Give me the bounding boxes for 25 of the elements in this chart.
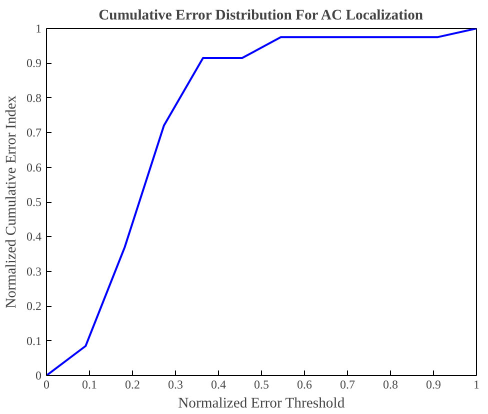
x-tick-label: 0.1: [82, 378, 97, 392]
line-series: [46, 28, 476, 376]
y-tick-label: 1: [36, 22, 42, 36]
x-tick-label: 0.8: [383, 378, 398, 392]
x-tick-label: 0.5: [254, 378, 269, 392]
x-tick-label: 0.7: [340, 378, 355, 392]
x-tick-label: 0.4: [211, 378, 226, 392]
x-tick-label: 1: [474, 378, 480, 392]
y-tick-label: 0.4: [26, 230, 42, 244]
y-axis-title: Normalized Cumulative Error Index: [4, 94, 20, 308]
y-tick-label: 0: [36, 368, 42, 382]
x-tick-label: 0.9: [426, 378, 441, 392]
y-tick-label: 0.3: [26, 264, 42, 278]
y-tick-label: 0.8: [26, 90, 42, 105]
y-tick-label: 0.6: [26, 160, 42, 174]
y-tick-label: 0.7: [26, 126, 42, 140]
x-axis-title: Normalized Error Threshold: [178, 396, 346, 412]
y-tick-label: 0.2: [26, 299, 42, 314]
x-tick-label: 0.3: [168, 378, 183, 392]
chart-title: Cumulative Error Distribution For AC Localization: [98, 8, 424, 24]
y-tick-label: 0.5: [26, 195, 42, 209]
x-tick-label: 0.6: [297, 378, 312, 392]
x-tick-label: 0.2: [125, 378, 140, 392]
y-tick-label: 0.9: [26, 56, 42, 70]
y-tick-label: 0.1: [26, 334, 42, 348]
